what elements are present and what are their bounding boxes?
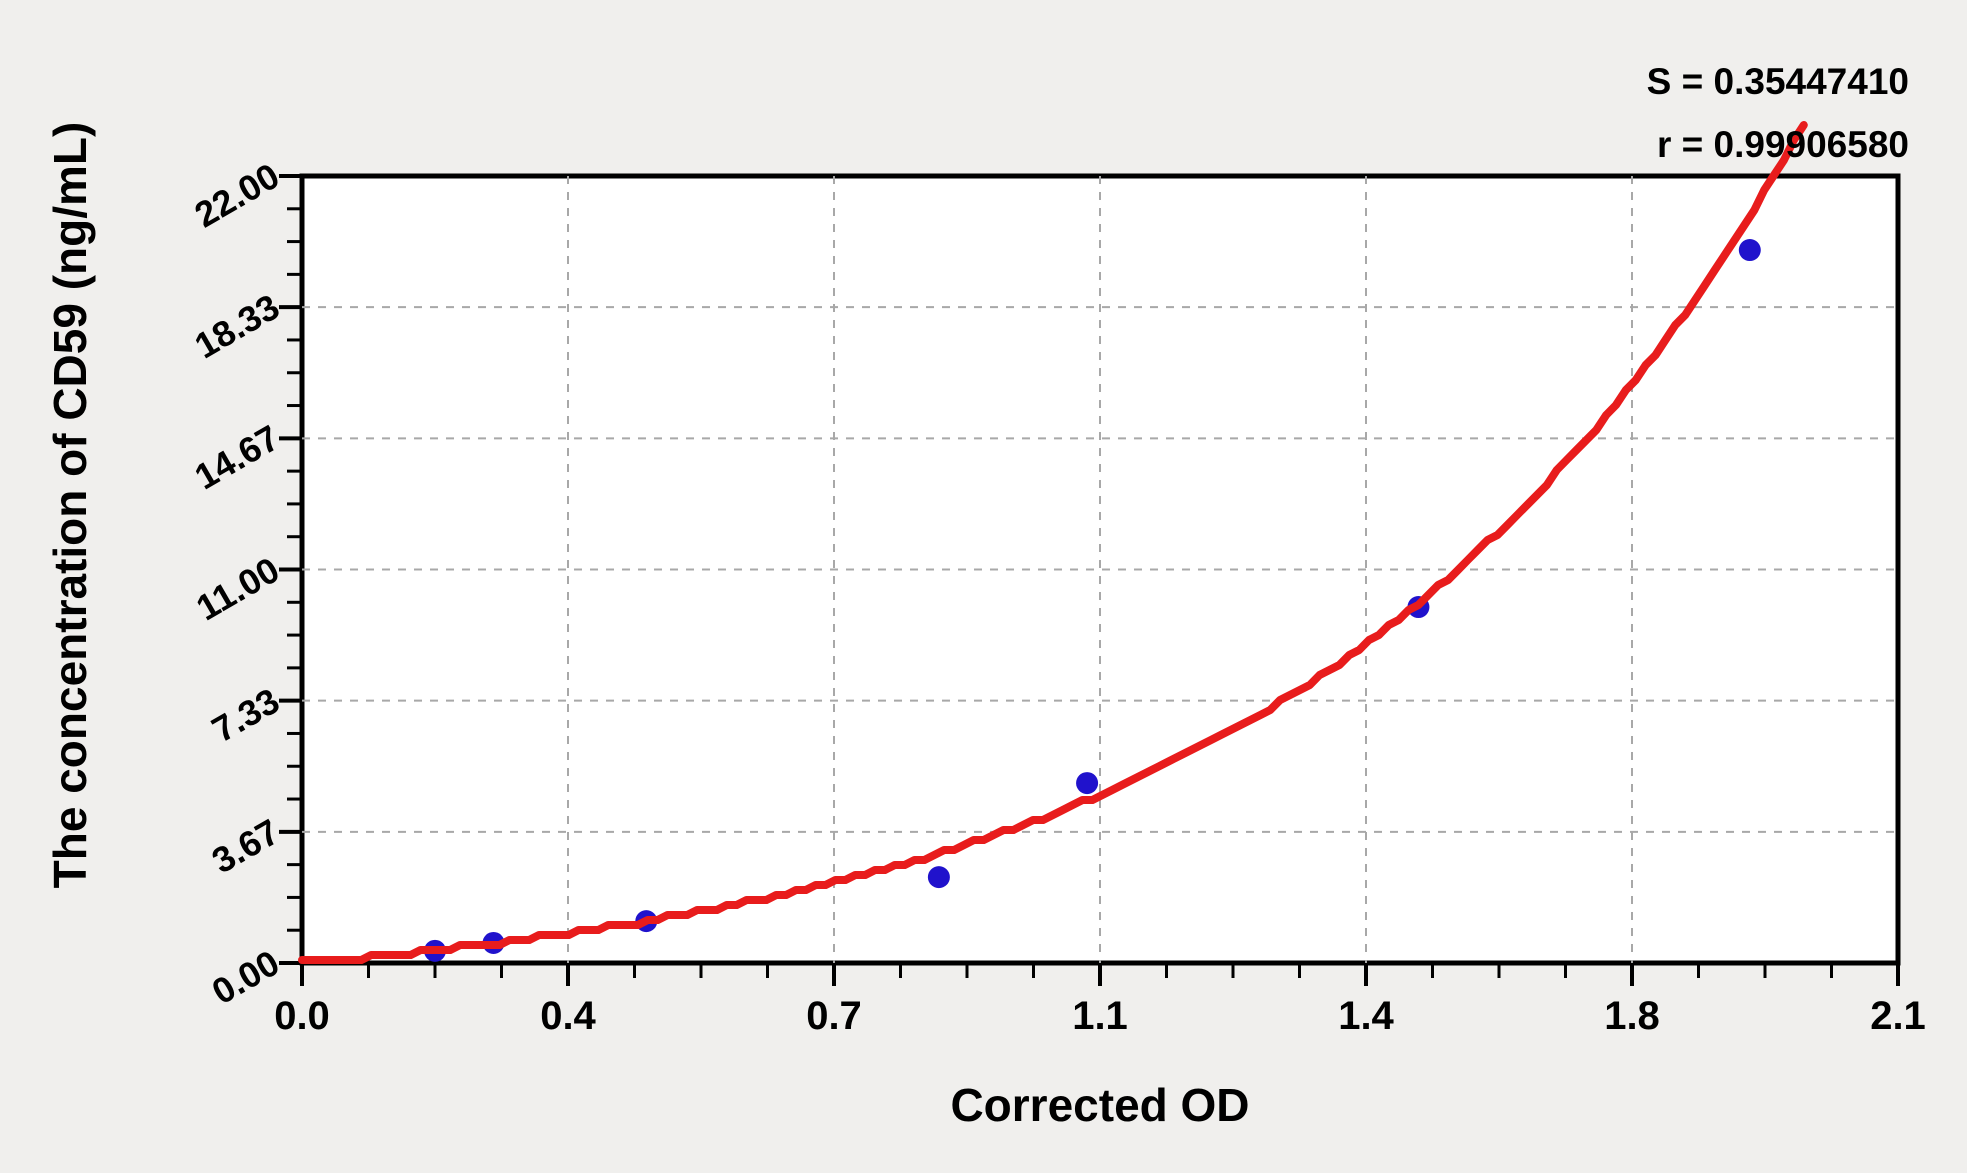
- x-tick-label: 1.8: [1604, 994, 1660, 1038]
- x-tick-label: 1.4: [1338, 994, 1394, 1038]
- data-point: [927, 866, 950, 889]
- x-tick-label: 0.7: [806, 994, 862, 1038]
- x-axis-title: Corrected OD: [950, 1079, 1250, 1131]
- x-tick-label: 1.1: [1072, 994, 1128, 1038]
- r-value-label: r = 0.99906580: [1656, 124, 1909, 165]
- x-tick-label: 2.1: [1870, 994, 1926, 1038]
- y-axis-title: The concentration of CD59 (ng/mL): [44, 121, 96, 889]
- x-tick-label: 0.4: [540, 994, 596, 1038]
- data-point: [1738, 239, 1761, 262]
- fit-curve-line: [298, 121, 1808, 964]
- s-value-label: S = 0.35447410: [1646, 61, 1909, 102]
- data-point: [1076, 772, 1099, 795]
- fit-statistics: S = 0.35447410 r = 0.99906580: [1647, 50, 1909, 176]
- x-tick-label: 0.0: [274, 994, 330, 1038]
